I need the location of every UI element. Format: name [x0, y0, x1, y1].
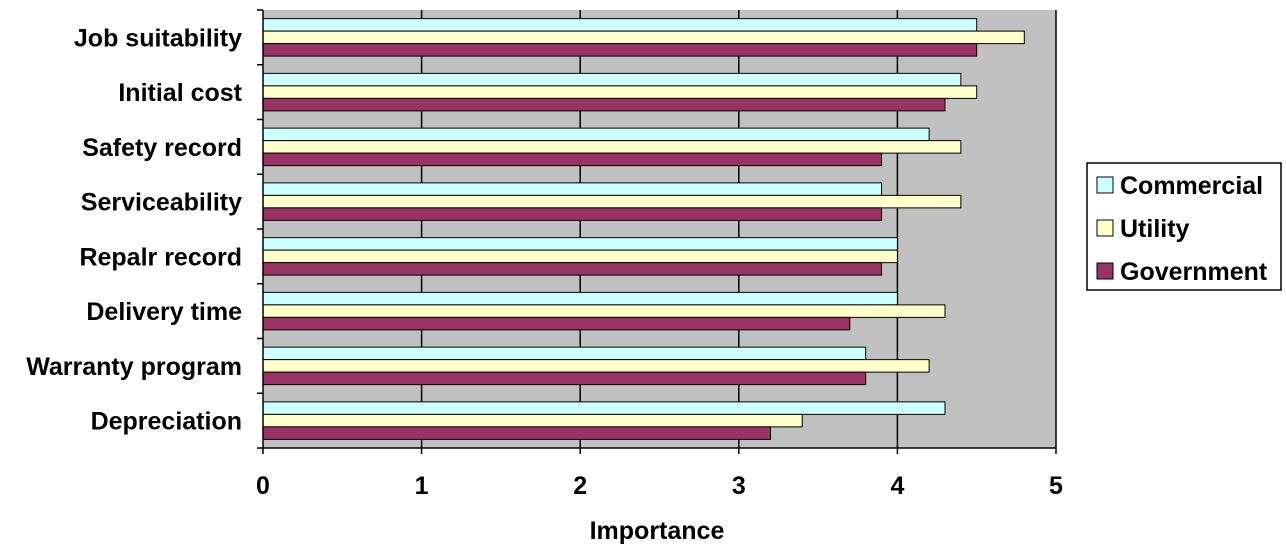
- bar-government-2: [262, 152, 883, 167]
- bar-commercial-3: [262, 182, 883, 196]
- x-tick-label: 5: [1049, 472, 1063, 500]
- y-axis: Job suitability Initial cost Safety record…: [26, 9, 264, 449]
- bar-utility-0: [262, 30, 1025, 45]
- bar-utility-7: [262, 413, 803, 428]
- bar-government-5: [262, 316, 851, 331]
- x-tick-label: 2: [573, 472, 587, 500]
- legend-swatch-commercial: [1096, 176, 1114, 194]
- bar-utility-4: [262, 249, 898, 264]
- x-tick-label: 3: [732, 472, 746, 500]
- bar-commercial-1: [262, 72, 962, 87]
- legend-label-utility: Utility: [1120, 215, 1190, 243]
- category-label: Warranty program: [26, 353, 242, 381]
- bar-commercial-0: [262, 18, 978, 32]
- x-axis-title: Importance: [590, 517, 725, 545]
- legend-box: [1086, 162, 1282, 291]
- bar-commercial-6: [262, 346, 867, 361]
- x-tick-label: 4: [890, 472, 904, 500]
- bar-commercial-5: [262, 291, 898, 306]
- x-tick-label: 1: [415, 472, 429, 500]
- bar-utility-2: [262, 140, 962, 154]
- legend-swatch-government: [1096, 262, 1114, 280]
- bar-government-0: [262, 43, 978, 57]
- bar-government-3: [262, 207, 883, 221]
- category-label: Initial cost: [118, 79, 242, 107]
- bar-government-1: [262, 97, 946, 112]
- x-tick-label: 0: [256, 472, 270, 500]
- bar-utility-1: [262, 85, 978, 99]
- bars: [262, 18, 1025, 440]
- legend-swatch-utility: [1096, 219, 1114, 237]
- bar-commercial-2: [262, 127, 930, 142]
- category-label: Job suitability: [74, 24, 242, 52]
- bar-government-7: [262, 426, 772, 440]
- bar-commercial-7: [262, 401, 946, 415]
- bar-utility-6: [262, 359, 930, 373]
- category-label: Safety record: [82, 134, 242, 162]
- bar-government-6: [262, 371, 867, 386]
- bar-commercial-4: [262, 237, 898, 251]
- legend: Commercial Utility Government: [1086, 162, 1282, 291]
- legend-label-government: Government: [1120, 258, 1268, 286]
- category-label: Delivery time: [86, 298, 242, 326]
- category-label: Serviceability: [81, 189, 242, 217]
- x-axis: 0 1 2 3 4 5: [256, 447, 1063, 500]
- bar-government-4: [262, 262, 883, 276]
- category-label: Depreciation: [91, 408, 242, 436]
- legend-label-commercial: Commercial: [1120, 172, 1263, 200]
- bar-utility-5: [262, 304, 946, 318]
- bar-utility-3: [262, 194, 962, 209]
- category-label: Repalr record: [79, 243, 242, 271]
